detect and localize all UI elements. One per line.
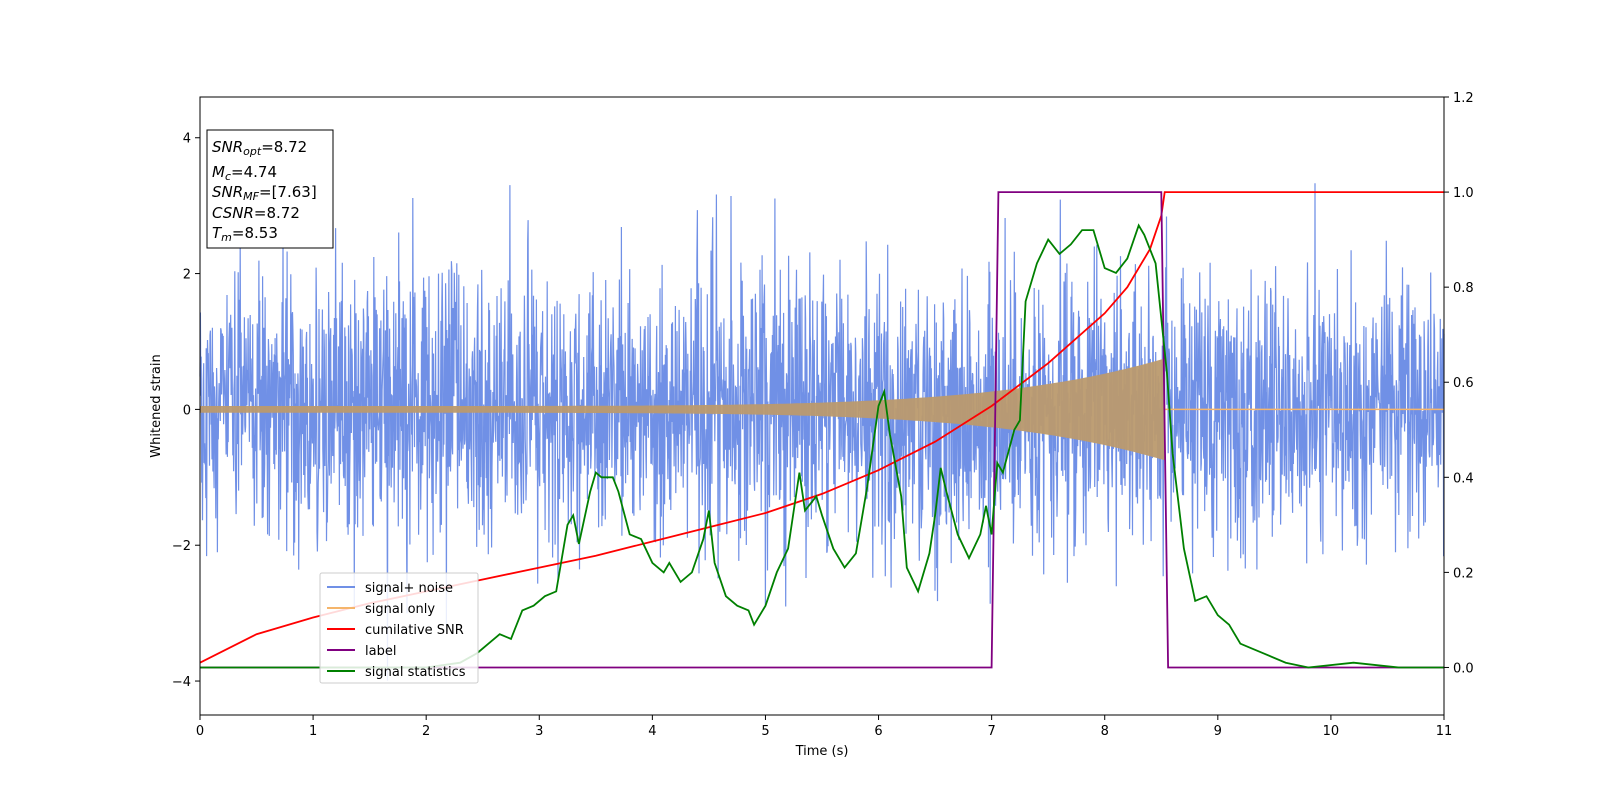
x-tick-label: 2 bbox=[422, 724, 430, 739]
x-tick-label: 10 bbox=[1323, 724, 1340, 739]
legend-entries: signal+ noise signal only cumilative SNR la… bbox=[327, 581, 466, 680]
annotation-tm: Tm=8.53 bbox=[212, 224, 278, 244]
plot-frame bbox=[199, 96, 1445, 716]
legend-label: label bbox=[365, 644, 396, 659]
legend-label: signal only bbox=[365, 602, 435, 617]
x-tick-label: 6 bbox=[874, 724, 882, 739]
y2-tick-label: 0.0 bbox=[1453, 661, 1474, 676]
y-tick-label: −4 bbox=[172, 675, 191, 690]
annotation-snr-mf: SNRMF=[7.63] bbox=[212, 183, 317, 203]
series-label bbox=[200, 191, 1444, 669]
y-tick-label: 2 bbox=[183, 268, 191, 283]
legend-label: signal+ noise bbox=[365, 581, 453, 596]
y2-tick-label: 0.4 bbox=[1453, 471, 1474, 486]
x-tick-label: 9 bbox=[1214, 724, 1222, 739]
series-signal-noise bbox=[199, 183, 1445, 681]
legend-label: signal statistics bbox=[365, 665, 466, 680]
legend-label: cumilative SNR bbox=[365, 623, 464, 638]
y-tick-label: 0 bbox=[183, 403, 191, 418]
x-tick-label: 5 bbox=[761, 724, 769, 739]
y-axis-label: Whitened strain bbox=[149, 354, 164, 457]
series-signal-statistics bbox=[200, 223, 1444, 669]
y-tick-label: 4 bbox=[183, 132, 191, 147]
annotation-csnr: CSNR=8.72 bbox=[212, 204, 300, 222]
x-tick-label: 3 bbox=[535, 724, 543, 739]
annotation-snr-opt: SNRopt=8.72 bbox=[212, 138, 307, 158]
y2-tick-label: 1.2 bbox=[1453, 91, 1474, 106]
y2-tick-label: 0.2 bbox=[1453, 566, 1474, 581]
y2-tick-label: 0.8 bbox=[1453, 281, 1474, 296]
x-tick-label: 4 bbox=[648, 724, 656, 739]
x-axis-label: Time (s) bbox=[795, 744, 849, 759]
annotation-box: SNRopt=8.72 Mc=4.74 SNRMF=[7.63] CSNR=8.… bbox=[206, 129, 334, 249]
y-tick-label: −2 bbox=[172, 539, 191, 554]
x-tick-label: 11 bbox=[1436, 724, 1453, 739]
x-tick-label: 8 bbox=[1101, 724, 1109, 739]
axes: 0 1 2 3 4 5 6 7 8 9 10 11 4 2 0 −2 −4 1.2 1.0 0.8 0.6 0.4 0.2 0… bbox=[172, 91, 1474, 739]
series-signal-only bbox=[200, 358, 1165, 461]
x-tick-label: 7 bbox=[987, 724, 995, 739]
y2-tick-label: 0.6 bbox=[1453, 376, 1474, 391]
x-tick-label: 1 bbox=[309, 724, 317, 739]
annotation-mc: Mc=4.74 bbox=[212, 163, 277, 183]
y2-tick-label: 1.0 bbox=[1453, 186, 1474, 201]
legend: signal+ noise signal only cumilative SNR la… bbox=[319, 572, 479, 684]
x-tick-label: 0 bbox=[196, 724, 204, 739]
